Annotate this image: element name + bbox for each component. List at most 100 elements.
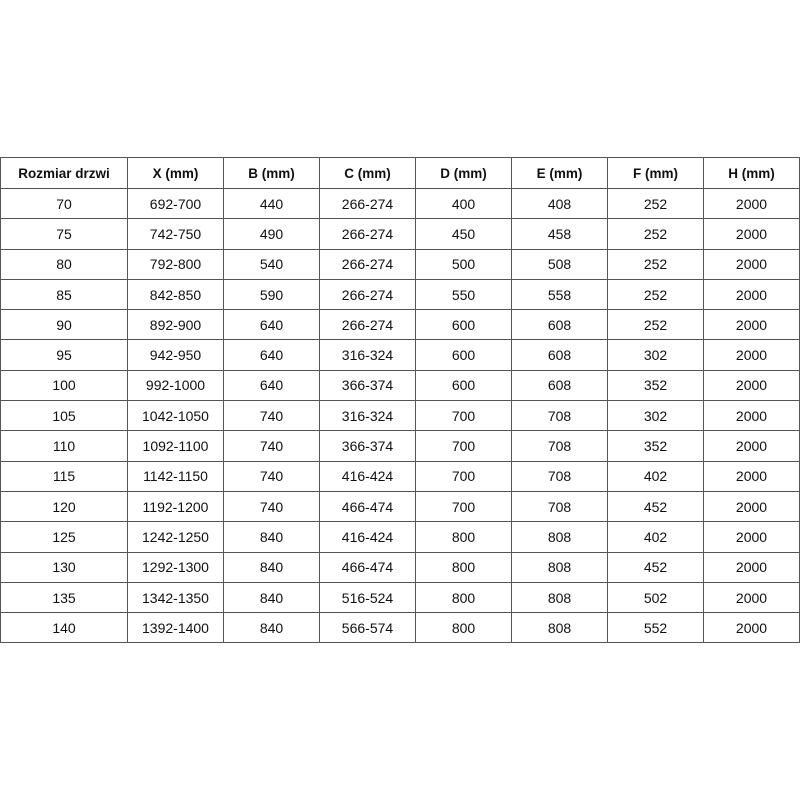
- table-cell: 266-274: [319, 309, 416, 341]
- table-cell: 2000: [703, 248, 800, 280]
- table-cell: 2000: [703, 369, 800, 402]
- table-cell: 2000: [703, 309, 800, 341]
- table-cell: 608: [511, 309, 608, 341]
- table-cell: 590: [223, 278, 320, 311]
- table-cell: 516-524: [319, 581, 416, 614]
- table-cell: 840: [223, 521, 320, 553]
- table-cell: 110: [0, 430, 128, 462]
- table-cell: 500: [415, 248, 512, 280]
- table-cell: 708: [511, 400, 608, 432]
- table-cell: 266-274: [319, 187, 416, 220]
- table-row: 135 1342-1350 840 516-524 800 808 502 2000: [0, 581, 800, 614]
- table-cell: 540: [223, 248, 320, 280]
- table-cell: 792-800: [127, 248, 224, 280]
- table-cell: 120: [0, 490, 128, 523]
- table-cell: 75: [0, 218, 128, 250]
- table-cell: 266-274: [319, 218, 416, 250]
- table-cell: 252: [607, 218, 704, 250]
- table-cell: 452: [607, 490, 704, 523]
- table-cell: 252: [607, 278, 704, 311]
- table-cell: 130: [0, 551, 128, 583]
- table-cell: 80: [0, 248, 128, 280]
- table-cell: 508: [511, 248, 608, 280]
- table-cell: 2000: [703, 612, 800, 644]
- table-row: 115 1142-1150 740 416-424 700 708 402 2000: [0, 460, 800, 492]
- table-cell: 800: [415, 551, 512, 583]
- table-cell: 140: [0, 612, 128, 644]
- column-header: D (mm): [415, 157, 512, 189]
- table-cell: 1092-1100: [127, 430, 224, 462]
- table-cell: 800: [415, 612, 512, 644]
- table-row: 70 692-700 440 266-274 400 408 252 2000: [0, 187, 800, 220]
- table-row: 90 892-900 640 266-274 600 608 252 2000: [0, 309, 800, 341]
- table-cell: 640: [223, 339, 320, 371]
- table-cell: 316-324: [319, 400, 416, 432]
- table-cell: 416-424: [319, 521, 416, 553]
- table-cell: 408: [511, 187, 608, 220]
- table-cell: 700: [415, 400, 512, 432]
- table-cell: 700: [415, 460, 512, 492]
- table-cell: 566-574: [319, 612, 416, 644]
- table-cell: 440: [223, 187, 320, 220]
- table-row: 95 942-950 640 316-324 600 608 302 2000: [0, 339, 800, 371]
- table-cell: 135: [0, 581, 128, 614]
- table-cell: 302: [607, 339, 704, 371]
- table-cell: 708: [511, 490, 608, 523]
- table-cell: 95: [0, 339, 128, 371]
- column-header: H (mm): [703, 157, 800, 189]
- table-cell: 2000: [703, 551, 800, 583]
- table-cell: 352: [607, 369, 704, 402]
- table-cell: 708: [511, 430, 608, 462]
- table-cell: 402: [607, 460, 704, 492]
- table-cell: 692-700: [127, 187, 224, 220]
- dimensions-table: Rozmiar drzwi X (mm) B (mm) C (mm) D (mm) E (…: [0, 157, 800, 644]
- column-header: C (mm): [319, 157, 416, 189]
- table-cell: 2000: [703, 187, 800, 220]
- table-cell: 125: [0, 521, 128, 553]
- table-cell: 252: [607, 187, 704, 220]
- table-cell: 640: [223, 369, 320, 402]
- table-cell: 808: [511, 581, 608, 614]
- table-cell: 742-750: [127, 218, 224, 250]
- table-cell: 1392-1400: [127, 612, 224, 644]
- table-cell: 105: [0, 400, 128, 432]
- table-cell: 2000: [703, 521, 800, 553]
- table-cell: 502: [607, 581, 704, 614]
- table-cell: 808: [511, 551, 608, 583]
- table-cell: 992-1000: [127, 369, 224, 402]
- table-cell: 1242-1250: [127, 521, 224, 553]
- table-cell: 252: [607, 309, 704, 341]
- table-cell: 1292-1300: [127, 551, 224, 583]
- table-cell: 942-950: [127, 339, 224, 371]
- table-cell: 466-474: [319, 490, 416, 523]
- table-cell: 840: [223, 581, 320, 614]
- table-row: 140 1392-1400 840 566-574 800 808 552 2000: [0, 612, 800, 644]
- table-cell: 490: [223, 218, 320, 250]
- table-cell: 90: [0, 309, 128, 341]
- table-cell: 100: [0, 369, 128, 402]
- table-cell: 2000: [703, 278, 800, 311]
- table-cell: 316-324: [319, 339, 416, 371]
- table-row: 110 1092-1100 740 366-374 700 708 352 2000: [0, 430, 800, 462]
- table-cell: 700: [415, 490, 512, 523]
- table-row: 85 842-850 590 266-274 550 558 252 2000: [0, 278, 800, 311]
- table-cell: 840: [223, 551, 320, 583]
- table-cell: 550: [415, 278, 512, 311]
- table-cell: 466-474: [319, 551, 416, 583]
- table-cell: 452: [607, 551, 704, 583]
- table-row: 125 1242-1250 840 416-424 800 808 402 2000: [0, 521, 800, 553]
- table-row: 80 792-800 540 266-274 500 508 252 2000: [0, 248, 800, 280]
- table-cell: 2000: [703, 430, 800, 462]
- table-cell: 1342-1350: [127, 581, 224, 614]
- table-cell: 608: [511, 339, 608, 371]
- table-row: 120 1192-1200 740 466-474 700 708 452 2000: [0, 490, 800, 523]
- table-cell: 740: [223, 460, 320, 492]
- table-cell: 2000: [703, 581, 800, 614]
- table-cell: 450: [415, 218, 512, 250]
- table-cell: 800: [415, 581, 512, 614]
- table-cell: 740: [223, 400, 320, 432]
- table-cell: 640: [223, 309, 320, 341]
- table-cell: 352: [607, 430, 704, 462]
- table-cell: 840: [223, 612, 320, 644]
- table-cell: 892-900: [127, 309, 224, 341]
